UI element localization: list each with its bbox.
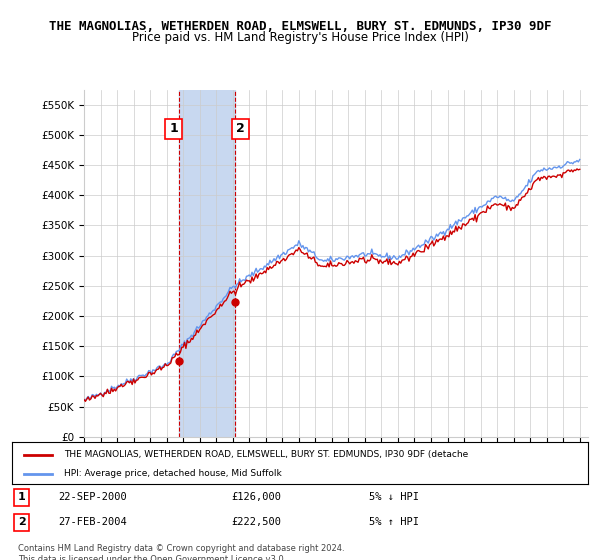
Text: THE MAGNOLIAS, WETHERDEN ROAD, ELMSWELL, BURY ST. EDMUNDS, IP30 9DF: THE MAGNOLIAS, WETHERDEN ROAD, ELMSWELL,… (49, 20, 551, 32)
Text: THE MAGNOLIAS, WETHERDEN ROAD, ELMSWELL, BURY ST. EDMUNDS, IP30 9DF (detache: THE MAGNOLIAS, WETHERDEN ROAD, ELMSWELL,… (64, 450, 468, 459)
Text: 1: 1 (169, 122, 178, 136)
Text: HPI: Average price, detached house, Mid Suffolk: HPI: Average price, detached house, Mid … (64, 469, 281, 478)
Text: £126,000: £126,000 (231, 492, 281, 502)
Text: 2: 2 (18, 517, 26, 528)
Text: 1: 1 (18, 492, 26, 502)
Text: Price paid vs. HM Land Registry's House Price Index (HPI): Price paid vs. HM Land Registry's House … (131, 31, 469, 44)
Text: 22-SEP-2000: 22-SEP-2000 (58, 492, 127, 502)
Text: 2: 2 (236, 122, 245, 136)
Text: Contains HM Land Registry data © Crown copyright and database right 2024.
This d: Contains HM Land Registry data © Crown c… (18, 544, 344, 560)
Text: 27-FEB-2004: 27-FEB-2004 (58, 517, 127, 528)
Bar (179, 90, 235, 437)
Text: £222,500: £222,500 (231, 517, 281, 528)
Text: 5% ↓ HPI: 5% ↓ HPI (369, 492, 419, 502)
Text: 5% ↑ HPI: 5% ↑ HPI (369, 517, 419, 528)
